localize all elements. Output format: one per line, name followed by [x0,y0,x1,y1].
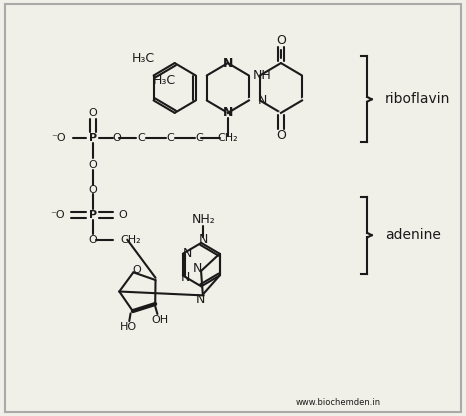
Text: H₃C: H₃C [131,52,155,65]
Text: N: N [196,293,206,307]
Text: O: O [276,129,286,142]
Text: C: C [166,133,174,143]
Text: ⁻O: ⁻O [51,210,65,220]
Text: www.biochemden.in: www.biochemden.in [295,398,381,407]
Text: N: N [257,94,267,107]
Text: N: N [223,57,233,69]
Text: P: P [89,210,97,220]
Text: N: N [223,106,233,119]
Text: O: O [118,210,127,220]
Text: N: N [199,233,208,246]
Text: N: N [180,271,190,284]
Text: N: N [193,262,202,275]
Text: O: O [89,235,97,245]
Text: C: C [195,133,203,143]
Text: riboflavin: riboflavin [385,92,451,106]
Text: HO: HO [120,322,137,332]
Text: H₃C: H₃C [153,74,176,87]
Text: CH₂: CH₂ [218,133,238,143]
Text: O: O [89,185,97,195]
Text: NH₂: NH₂ [192,213,215,226]
Text: P: P [89,133,97,143]
Text: O: O [89,160,97,170]
Text: O: O [276,34,286,47]
Text: O: O [113,133,122,143]
Text: O: O [89,108,97,118]
Text: adenine: adenine [385,228,441,242]
Text: NH: NH [253,69,272,82]
Text: ⁻O: ⁻O [52,133,66,143]
Text: OH: OH [151,315,168,325]
Text: O: O [132,265,141,275]
Text: N: N [183,247,192,260]
Text: CH₂: CH₂ [120,235,141,245]
Text: C: C [137,133,145,143]
